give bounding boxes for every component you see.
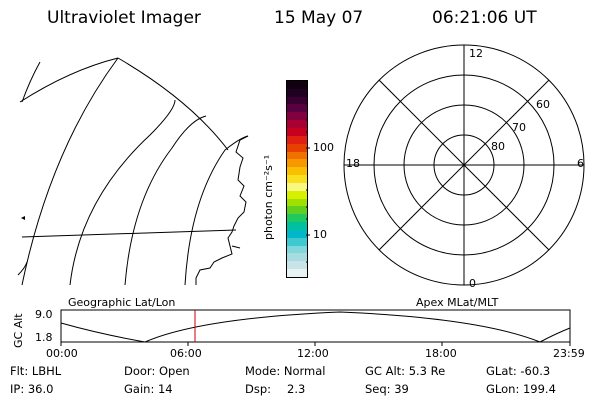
coastline [195,135,249,285]
altitude-axis-label: GC Alt [12,313,25,348]
instrument-title: Ultraviolet Imager [47,8,201,28]
apex-label: Apex MLat/MLT [416,296,499,309]
colorbar-segment [287,135,307,144]
colorbar-segment [287,167,307,176]
door-status: Door: Open [124,364,190,378]
mlt-label-0: 0 [469,277,476,290]
glon-status: GLon: 199.4 [486,382,556,396]
colorbar-segment [287,253,307,262]
colorbar-segment [287,127,307,136]
gain-status: Gain: 14 [124,382,173,396]
geographic-label: Geographic Lat/Lon [68,296,176,309]
mlat-label-80: 80 [491,140,505,153]
colorbar-segment [287,214,307,223]
dsp-label: Dsp: [245,382,272,396]
xtick-0600: 06:00 [170,347,202,360]
lat-arc-2 [21,57,119,286]
lat-curve-a [69,99,176,286]
colorbar-segment [287,206,307,215]
colorbar-segment [287,222,307,230]
ip-status: IP: 36.0 [10,382,54,396]
gc-alt-status: GC Alt: 5.3 Re [365,364,446,378]
mlat-label-60: 60 [536,98,550,111]
colorbar-segment [287,80,307,89]
mlt-label-18: 18 [346,157,360,170]
date-label: 15 May 07 [274,8,364,28]
colorbar-segment [287,237,307,246]
colorbar-segment [287,245,307,254]
altitude-curve [60,311,571,343]
xtick-1200: 12:00 [297,347,329,360]
colorbar [286,80,308,278]
coast-tail [17,261,28,276]
colorbar-tick-10: 10 [313,228,327,241]
colorbar-segment [287,151,307,160]
xtick-1800: 18:00 [425,347,457,360]
colorbar-segment [287,261,307,270]
colorbar-segment [287,190,307,199]
colorbar-segment [287,88,307,97]
colorbar-segment [287,182,307,191]
lat-arc-1 [19,57,119,103]
time-label: 06:21:06 UT [432,8,537,28]
lon-arc-outer [117,57,229,151]
mlat-label-70: 70 [512,121,526,134]
colorbar-segment [287,112,307,121]
colorbar-segment [287,198,307,207]
altitude-ymax: 9.0 [35,308,53,321]
mode-status: Mode: Normal [245,364,326,378]
mlt-label-12: 12 [469,47,483,60]
lat-curve-b [124,115,207,286]
lon-arc-1 [21,61,41,103]
mlt-label-6: 6 [577,157,584,170]
xtick-2359: 23:59 [553,347,585,360]
coast-bit [231,245,241,249]
colorbar-segment [287,143,307,152]
colorbar-segment [287,175,307,183]
colorbar-segment [287,120,307,128]
altitude-ymin: 1.8 [35,331,53,344]
colorbar-segment [287,104,307,113]
colorbar-segment [287,159,307,168]
altitude-plot-frame [60,309,571,343]
filter-status: Flt: LBHL [10,364,62,378]
dsp-value: 2.3 [287,382,306,396]
map-marker [21,216,25,220]
equator-line [21,229,237,238]
colorbar-tick-100: 100 [313,141,334,154]
colorbar-segment [287,229,307,238]
xtick-0000: 00:00 [46,347,78,360]
colorbar-segment [287,96,307,105]
colorbar-segment [287,269,307,277]
polar-diag-2 [378,79,550,251]
seq-status: Seq: 39 [365,382,409,396]
glat-status: GLat: -60.3 [486,364,551,378]
